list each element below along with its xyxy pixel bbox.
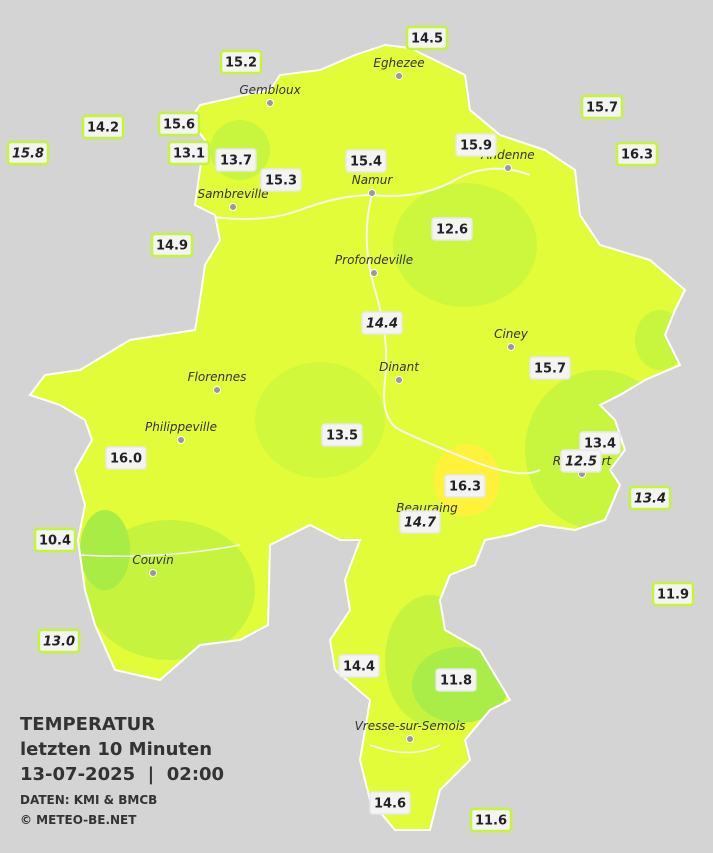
- city-dot: [368, 189, 376, 197]
- station-box: [529, 356, 571, 380]
- station-value: 14.5: [411, 32, 443, 47]
- station-value: 15.9: [460, 139, 492, 154]
- city-label: Florennes: [188, 370, 247, 384]
- legend-datetime: 13-07-2025 | 02:00: [20, 764, 224, 785]
- city-label: Gembloux: [239, 83, 301, 97]
- city-dot: [406, 735, 414, 743]
- station-box: [435, 668, 477, 692]
- station-value: 16.3: [621, 148, 653, 163]
- city-dot: [395, 376, 403, 384]
- station-value: 13.4: [584, 437, 616, 452]
- station-value: 12.5: [565, 455, 597, 470]
- station-box: [615, 141, 659, 167]
- station-value: 15.4: [350, 155, 382, 170]
- legend: TEMPERATUR letzten 10 Minuten 13-07-2025…: [20, 714, 224, 827]
- station-box: [455, 133, 497, 157]
- city-dot: [229, 203, 237, 211]
- city-dot: [370, 269, 378, 277]
- station-box: [361, 311, 403, 335]
- station-value: 11.8: [440, 674, 472, 689]
- station-value: 11.6: [475, 814, 507, 829]
- city-label: Vresse-sur-Semois: [355, 719, 466, 733]
- stations: 14.5 15.2 15.7 14.2 15.6 15.8 13.1 13.7 15.9 15.4…: [6, 25, 695, 833]
- station-value: 13.1: [173, 147, 205, 162]
- station-box: [260, 168, 302, 192]
- city-dot: [266, 99, 274, 107]
- city-dot: [149, 569, 157, 577]
- legend-copyright: © METEO-BE.NET: [20, 813, 137, 827]
- legend-title: TEMPERATUR: [20, 714, 155, 735]
- station-value: 16.0: [110, 452, 142, 467]
- station-value: 15.7: [534, 362, 566, 377]
- city-label: Philippeville: [145, 420, 217, 434]
- station-value: 15.6: [163, 118, 195, 133]
- station-value: 15.7: [586, 101, 618, 116]
- station-box: [215, 148, 257, 172]
- station-value: 15.3: [265, 174, 297, 189]
- station-box: [399, 510, 441, 534]
- city-label: Dinant: [379, 360, 420, 374]
- city-label: Sambreville: [197, 187, 268, 201]
- station-value: 14.4: [366, 317, 398, 332]
- station-box: [321, 423, 363, 447]
- station-box: [560, 449, 602, 473]
- station-value: 14.9: [156, 239, 188, 254]
- station-box: [81, 114, 125, 140]
- station-value: 14.7: [404, 516, 437, 531]
- station-value: 11.9: [657, 588, 689, 603]
- station-box: [219, 49, 263, 75]
- station-value: 14.2: [87, 121, 119, 136]
- city-label: Profondeville: [335, 253, 413, 267]
- city-dot: [395, 72, 403, 80]
- station-box: [405, 25, 449, 51]
- station-box: [37, 628, 81, 654]
- station-value: 16.3: [449, 480, 481, 495]
- station-box: [345, 149, 387, 173]
- station-box: [580, 94, 624, 120]
- station-box: [469, 807, 513, 833]
- station-box: [6, 140, 50, 166]
- city-label: Couvin: [132, 553, 173, 567]
- legend-source: DATEN: KMI & BMCB: [20, 793, 157, 807]
- station-value: 13.4: [634, 492, 666, 507]
- legend-subtitle: letzten 10 Minuten: [20, 739, 212, 760]
- city-label: Ciney: [494, 327, 529, 341]
- station-value: 14.4: [343, 660, 375, 675]
- city-dot: [177, 436, 185, 444]
- station-box: [431, 217, 473, 241]
- station-box: [651, 581, 695, 607]
- city-dot: [504, 164, 512, 172]
- station-box: [33, 527, 77, 553]
- station-value: 12.6: [436, 223, 468, 238]
- station-value: 14.6: [374, 797, 406, 812]
- station-box: [338, 654, 380, 678]
- station-value: 10.4: [39, 534, 71, 549]
- station-value: 13.0: [43, 635, 75, 650]
- city-dot: [507, 343, 515, 351]
- station-box: [105, 446, 147, 470]
- station-box: [167, 140, 211, 166]
- station-box: [628, 485, 672, 511]
- station-box: [444, 474, 486, 498]
- station-box: [150, 232, 194, 258]
- city-label: Namur: [352, 173, 394, 187]
- station-box: [157, 111, 201, 137]
- station-value: 15.2: [225, 56, 257, 71]
- station-value: 13.7: [220, 154, 252, 169]
- station-box: [369, 791, 411, 815]
- city-dot: [213, 386, 221, 394]
- station-value: 13.5: [326, 429, 358, 444]
- city-label: Eghezee: [373, 56, 424, 70]
- station-value: 15.8: [12, 147, 44, 162]
